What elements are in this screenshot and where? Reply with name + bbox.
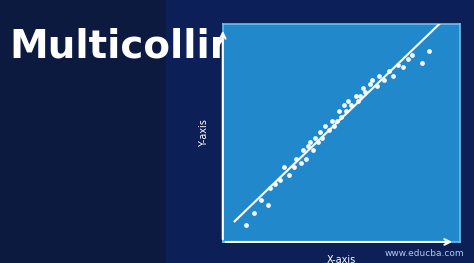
Point: [385, 69, 392, 74]
Point: [311, 136, 319, 140]
Point: [366, 82, 374, 86]
Point: [409, 53, 416, 57]
Point: [309, 148, 317, 153]
Point: [418, 61, 426, 65]
Point: [356, 94, 364, 99]
Point: [340, 103, 347, 107]
Point: [257, 198, 264, 203]
Point: [368, 78, 376, 82]
Point: [307, 140, 314, 144]
Point: [328, 119, 336, 124]
Point: [302, 157, 310, 161]
Bar: [166, 0, 474, 263]
Point: [243, 223, 250, 227]
Point: [347, 103, 355, 107]
Point: [337, 115, 345, 119]
Point: [330, 123, 338, 128]
Point: [285, 173, 293, 178]
Text: Multicollinearity: Multicollinearity: [9, 28, 366, 66]
Point: [335, 109, 343, 113]
Point: [404, 57, 411, 61]
Point: [394, 63, 402, 67]
Point: [390, 74, 397, 78]
Point: [380, 78, 388, 82]
Point: [373, 84, 381, 88]
Point: [290, 165, 298, 169]
Point: [354, 98, 362, 103]
Point: [297, 161, 305, 165]
Point: [276, 178, 283, 182]
Point: [333, 119, 340, 124]
Point: [281, 165, 288, 169]
Point: [300, 148, 307, 153]
Point: [321, 123, 328, 128]
Point: [375, 74, 383, 78]
Point: [319, 136, 326, 140]
Point: [342, 109, 350, 113]
Point: [425, 49, 433, 53]
Point: [264, 203, 272, 207]
Point: [314, 140, 321, 144]
Point: [361, 90, 369, 94]
Point: [326, 128, 333, 132]
Point: [345, 98, 352, 103]
Point: [359, 86, 366, 90]
Text: www.educba.com: www.educba.com: [385, 249, 465, 258]
Point: [250, 211, 257, 215]
Point: [266, 186, 274, 190]
Point: [352, 94, 359, 99]
Point: [292, 157, 300, 161]
Point: [316, 130, 324, 134]
Text: X-axis: X-axis: [327, 255, 356, 263]
Point: [399, 65, 407, 69]
Point: [304, 144, 312, 148]
Point: [271, 182, 279, 186]
Text: Y-axis: Y-axis: [199, 119, 209, 147]
